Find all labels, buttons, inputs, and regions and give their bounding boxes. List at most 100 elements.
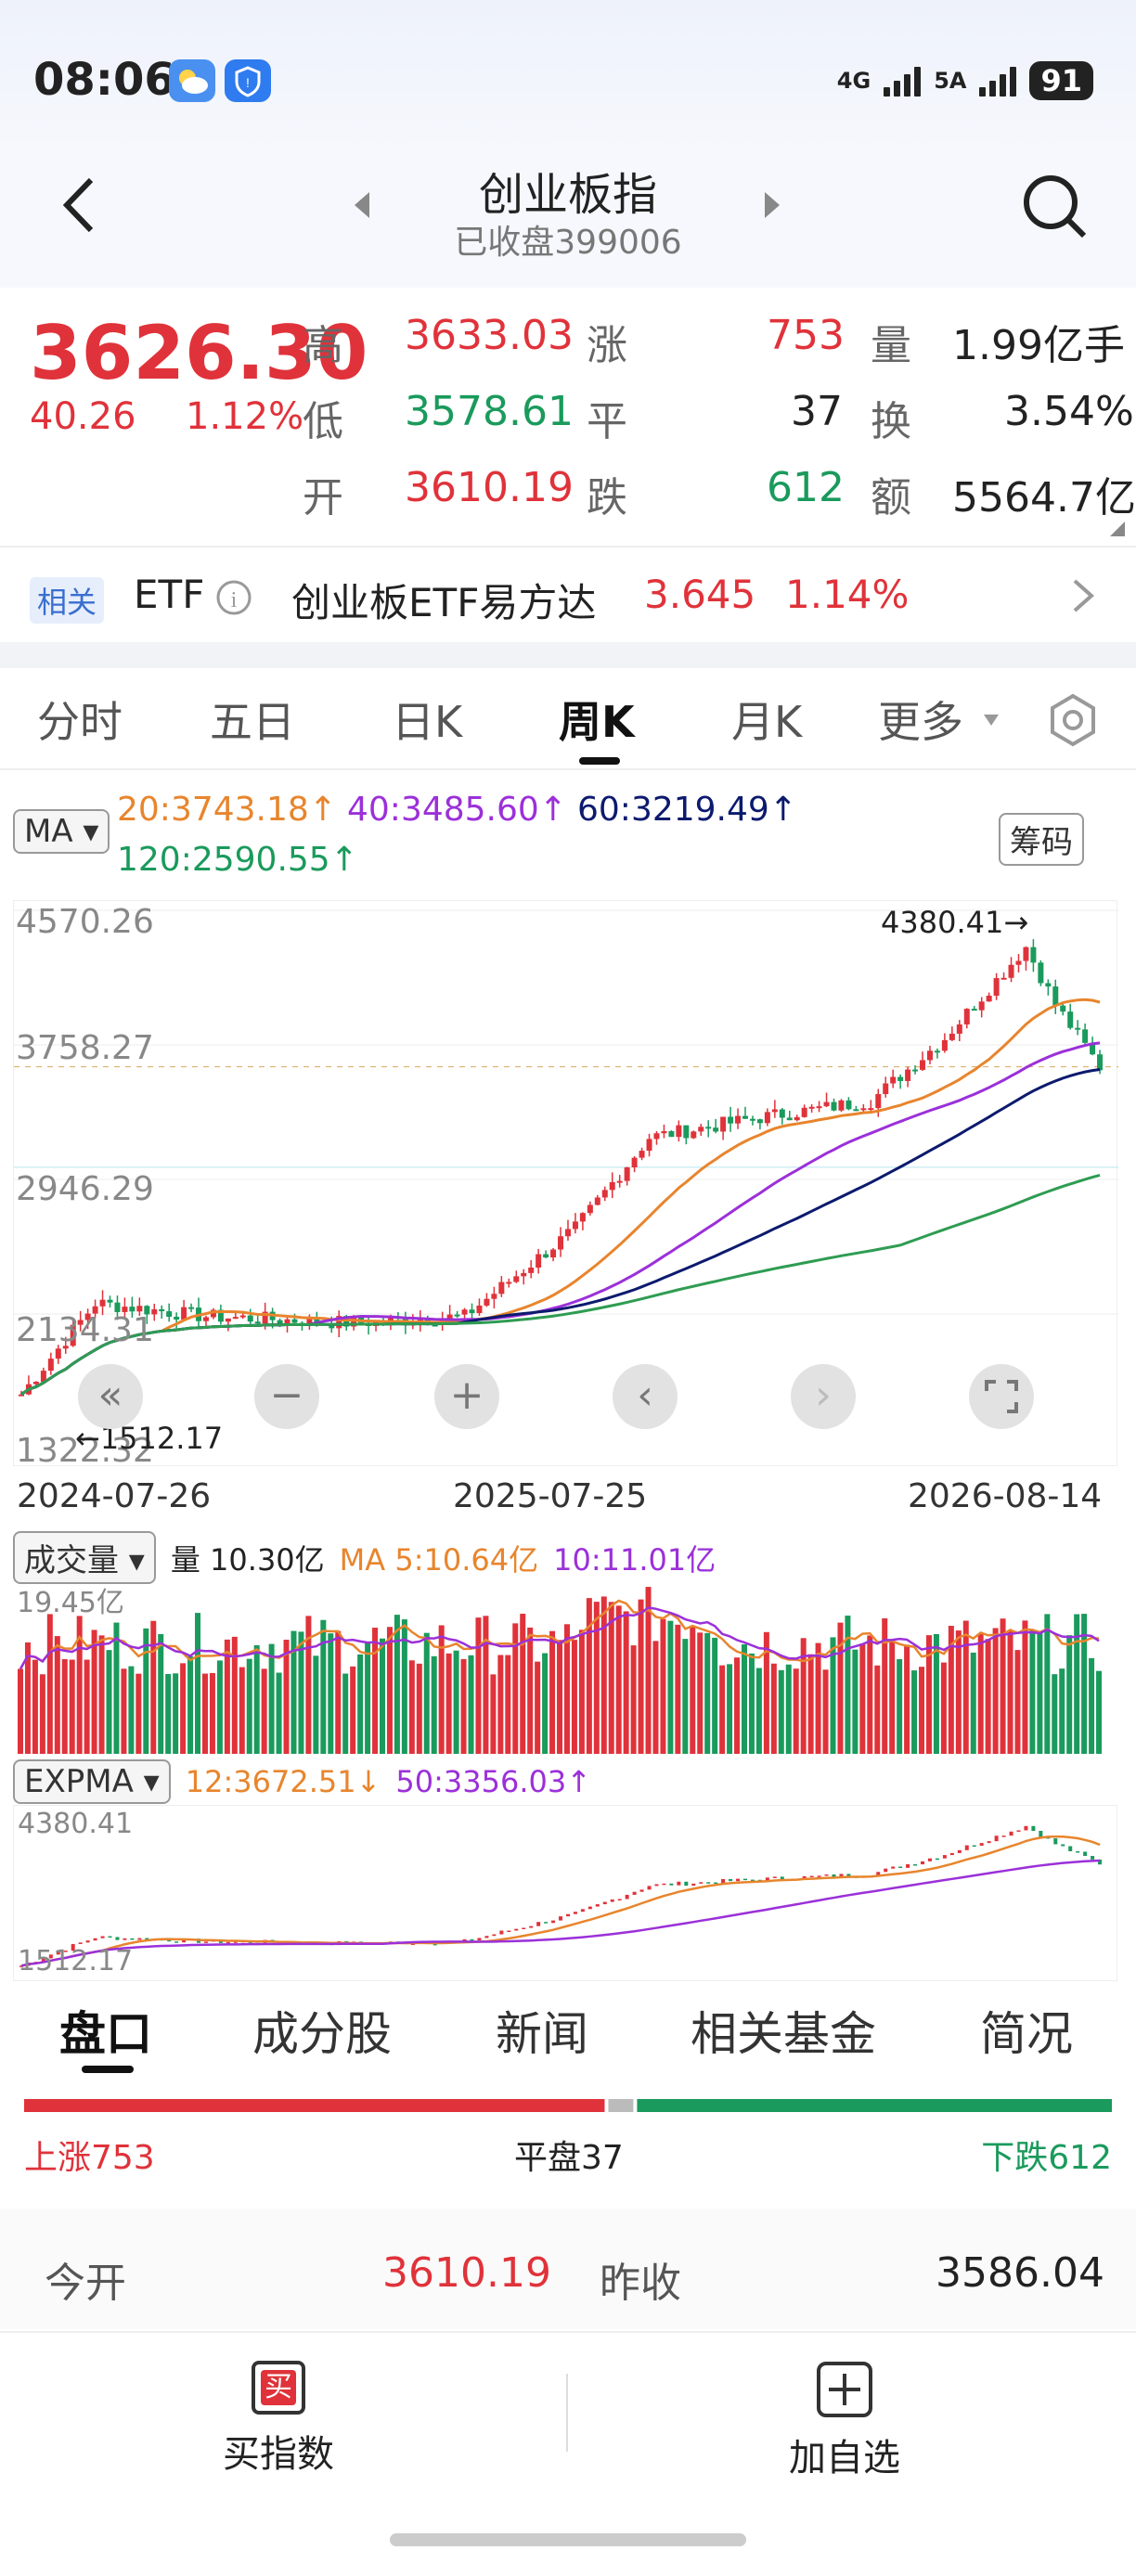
- tab-profile[interactable]: 简况: [980, 2007, 1073, 2061]
- up-label: 涨: [587, 322, 627, 369]
- add-watchlist-button[interactable]: 加自选: [752, 2361, 937, 2491]
- expma-candle: [522, 1927, 526, 1930]
- volume-bar: [563, 1624, 570, 1754]
- buy-index-button[interactable]: 买 买指数: [186, 2361, 371, 2491]
- info-icon[interactable]: i: [215, 579, 252, 616]
- expma-candle: [1001, 1835, 1006, 1837]
- volume-chart[interactable]: 19.45亿: [13, 1578, 1117, 1754]
- expma-candle: [137, 1938, 142, 1940]
- tab-minute[interactable]: 分时: [37, 697, 123, 747]
- tab-more[interactable]: 更多: [878, 697, 963, 747]
- candle-body: [306, 1317, 313, 1326]
- volume-bar: [755, 1668, 762, 1754]
- net2-label: 5A: [934, 68, 967, 94]
- tab-news[interactable]: 新闻: [496, 2007, 588, 2061]
- candle-body: [129, 1307, 136, 1312]
- volume-bar: [815, 1642, 821, 1754]
- tab-handicap[interactable]: 盘口: [59, 2007, 152, 2061]
- etf-type: ETF: [134, 572, 205, 617]
- volume-bar: [919, 1667, 925, 1754]
- candle-body: [498, 1282, 505, 1294]
- candle-body: [558, 1236, 564, 1250]
- nav-header: [0, 148, 1136, 288]
- volume-bar: [542, 1653, 549, 1754]
- kline-chart[interactable]: 4570.26 3758.27 2946.29 2134.31 1322.32 …: [13, 900, 1118, 1470]
- scroll-left-button[interactable]: ‹: [613, 1364, 678, 1429]
- candle-body: [1000, 977, 1007, 980]
- expma-selector[interactable]: EXPMA ▾: [13, 1759, 171, 1804]
- expma-candle: [625, 1894, 629, 1900]
- related-etf-row[interactable]: 相关 ETF i 创业板ETF易方达 3.645 1.14%: [0, 549, 1136, 642]
- open-value: 3610.19: [405, 464, 574, 511]
- candle-body: [1015, 960, 1022, 965]
- expma-candle: [891, 1866, 896, 1869]
- battery-level: 91: [1029, 61, 1093, 100]
- candle-body: [853, 1109, 859, 1112]
- volume-bar: [46, 1614, 53, 1754]
- candle-body: [934, 1050, 940, 1053]
- weather-icon: [169, 59, 215, 102]
- volume-bar: [770, 1663, 777, 1754]
- ma120-value: 120:2590.55↑: [117, 841, 358, 879]
- tab-related-funds[interactable]: 相关基金: [691, 2007, 876, 2061]
- expma-candle: [78, 1942, 83, 1944]
- candle-body: [543, 1254, 549, 1258]
- settings-icon[interactable]: [1045, 692, 1101, 748]
- chevron-right-icon[interactable]: [1069, 577, 1097, 614]
- chip-button[interactable]: 筹码: [999, 813, 1084, 866]
- scroll-left-fast-button[interactable]: «: [78, 1364, 143, 1429]
- dropdown-icon[interactable]: [982, 713, 1000, 728]
- search-icon[interactable]: [1019, 171, 1090, 241]
- scroll-right-button[interactable]: ›: [791, 1364, 856, 1429]
- volume-bar: [98, 1635, 105, 1754]
- volume-selector[interactable]: 成交量 ▾: [13, 1531, 156, 1584]
- candle-body: [993, 978, 1000, 996]
- tab-monthly-k[interactable]: 月K: [731, 697, 803, 747]
- volume-bar: [39, 1674, 45, 1754]
- volume-bar: [748, 1653, 755, 1754]
- expma-candle: [987, 1841, 991, 1844]
- expma-candle: [544, 1922, 549, 1924]
- ma40-value: 40:3485.60↑: [347, 791, 567, 829]
- expma-candle: [994, 1835, 999, 1842]
- volume-bar: [1022, 1620, 1028, 1754]
- back-icon[interactable]: [56, 173, 102, 238]
- volume-bar: [874, 1665, 881, 1754]
- fullscreen-button[interactable]: [969, 1364, 1034, 1429]
- tab-daily-k[interactable]: 日K: [392, 697, 463, 747]
- volume-bar: [401, 1619, 407, 1754]
- candle-body: [749, 1118, 755, 1121]
- expma-chart[interactable]: 4380.41 1512.17: [13, 1805, 1117, 1981]
- volume-bar: [697, 1632, 704, 1754]
- tab-weekly-k[interactable]: 周K: [559, 697, 635, 747]
- tab-five-day[interactable]: 五日: [210, 697, 295, 747]
- candle-body: [107, 1299, 113, 1303]
- volume-bar: [298, 1631, 304, 1754]
- zoom-in-button[interactable]: +: [434, 1364, 499, 1429]
- volume-bar: [201, 1673, 208, 1754]
- volume-label: 成交量: [24, 1542, 119, 1579]
- candle-body: [868, 1108, 874, 1111]
- amount-label: 额: [871, 474, 911, 522]
- zoom-out-button[interactable]: −: [254, 1364, 319, 1429]
- expand-corner-icon[interactable]: [1108, 520, 1127, 538]
- candle-body: [210, 1309, 216, 1318]
- volume-bar: [505, 1655, 511, 1754]
- prev-triangle-icon[interactable]: [351, 190, 371, 220]
- expma-candle: [56, 1951, 60, 1955]
- candle-body: [742, 1115, 748, 1119]
- x-axis-label: 2026-08-14: [908, 1477, 1103, 1515]
- candle-body: [676, 1125, 682, 1138]
- ma-selector[interactable]: MA ▾: [13, 809, 110, 854]
- volume-y-label: 19.45亿: [17, 1587, 124, 1619]
- next-triangle-icon[interactable]: [763, 190, 783, 220]
- expma-candle: [1053, 1838, 1058, 1845]
- candle-body: [1097, 1054, 1104, 1071]
- candle-body: [631, 1157, 638, 1167]
- volume-bar: [380, 1638, 385, 1754]
- expma-candle: [942, 1855, 947, 1859]
- tab-constituents[interactable]: 成分股: [252, 2007, 392, 2061]
- expma-candle: [906, 1864, 910, 1868]
- expma-candle: [462, 1938, 467, 1941]
- volume-bar: [977, 1633, 984, 1754]
